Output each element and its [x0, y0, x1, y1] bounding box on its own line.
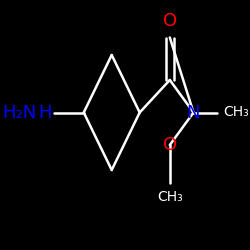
Text: H₂N: H₂N	[2, 104, 36, 122]
Text: N: N	[187, 104, 200, 122]
Text: O: O	[163, 136, 177, 154]
Text: CH₃: CH₃	[224, 106, 249, 120]
Text: O: O	[163, 12, 177, 30]
Text: H: H	[38, 104, 52, 122]
Text: CH₃: CH₃	[157, 190, 183, 204]
